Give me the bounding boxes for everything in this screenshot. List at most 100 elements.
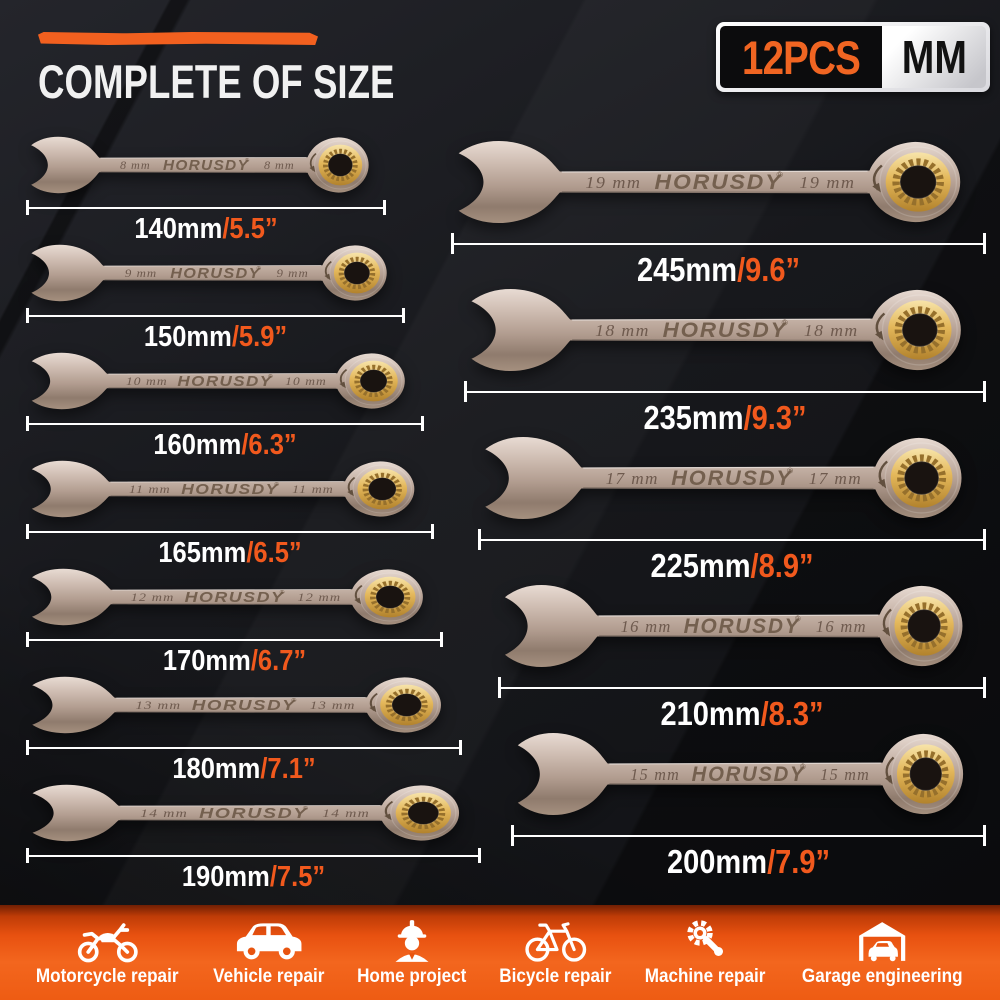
ratchet-wrench-image: 11 mm HORUSDY ® 11 mm bbox=[26, 456, 434, 522]
dimension-line bbox=[26, 524, 434, 539]
ratchet-wrench-image: 14 mm HORUSDY ® 14 mm bbox=[26, 780, 481, 846]
length-mm: 170mm bbox=[162, 645, 251, 677]
length-inches: /6.5” bbox=[246, 537, 302, 569]
wrench-brand-stamp: HORUSDY bbox=[181, 482, 279, 497]
wrench-brand-registered-mark: ® bbox=[245, 157, 250, 164]
dimension-line bbox=[478, 529, 986, 550]
wrench-size-stamp-left: 14 mm bbox=[140, 807, 188, 820]
dimension-label: 180mm/7.1” bbox=[52, 755, 436, 784]
length-inches: /8.9” bbox=[750, 547, 814, 584]
ratchet-wrench-image: 16 mm HORUSDY ® 16 mm bbox=[498, 578, 986, 674]
feature-machine-repair: Machine repair bbox=[638, 919, 772, 988]
wrench-brand-stamp: HORUSDY bbox=[177, 374, 272, 390]
length-inches: /6.3” bbox=[241, 429, 297, 461]
feature-home-project: Home project bbox=[351, 919, 472, 988]
length-mm: 180mm bbox=[172, 753, 261, 785]
piece-count-badge: 12PCS MM bbox=[716, 22, 990, 92]
wrench-size-stamp-right: 9 mm bbox=[277, 267, 309, 280]
length-inches: /9.3” bbox=[743, 399, 807, 436]
dimension-line bbox=[511, 825, 986, 846]
length-mm: 235mm bbox=[643, 399, 744, 436]
dimension-label: 140mm/5.5” bbox=[48, 215, 365, 244]
ratchet-wrench-image: 10 mm HORUSDY ® 10 mm bbox=[26, 348, 424, 414]
ratchet-wrench-image: 19 mm HORUSDY ® 19 mm bbox=[451, 134, 986, 230]
wrench-size-stamp-right: 10 mm bbox=[285, 375, 327, 388]
feature-label: Machine repair bbox=[645, 966, 766, 987]
wrench-row: 16 mm HORUSDY ® 16 mm 210mm/8.3” bbox=[498, 578, 986, 730]
wrench-size-stamp-right: 17 mm bbox=[809, 469, 862, 488]
wrench-brand-registered-mark: ® bbox=[257, 265, 262, 272]
length-inches: /9.6” bbox=[737, 251, 801, 288]
dimension-line bbox=[26, 200, 386, 215]
wrench-brand-registered-mark: ® bbox=[787, 467, 793, 476]
page-title: COMPLETE OF SIZE bbox=[38, 55, 395, 108]
wrench-row: 15 mm HORUSDY ® 15 mm 200mm/7.9” bbox=[511, 726, 986, 878]
feature-label: Home project bbox=[357, 966, 467, 987]
dimension-label: 210mm/8.3” bbox=[527, 697, 956, 730]
wrench-size-stamp-left: 10 mm bbox=[126, 375, 168, 388]
wrench-size-stamp-left: 13 mm bbox=[136, 699, 182, 712]
dimension-line bbox=[26, 308, 405, 323]
gear-wrench-icon bbox=[686, 920, 723, 956]
length-mm: 150mm bbox=[143, 321, 232, 353]
ratchet-wrench-image: 17 mm HORUSDY ® 17 mm bbox=[478, 430, 986, 526]
badge-count-cell: 12PCS bbox=[720, 26, 882, 88]
feature-garage-engineering: Garage engineering bbox=[793, 919, 971, 988]
ratchet-wrench-image: 18 mm HORUSDY ® 18 mm bbox=[464, 282, 986, 378]
worker-icon bbox=[395, 920, 429, 962]
length-mm: 160mm bbox=[153, 429, 242, 461]
length-mm: 210mm bbox=[660, 695, 761, 732]
wrench-brand-stamp: HORUSDY bbox=[663, 318, 789, 342]
feature-bicycle-repair: Bicycle repair bbox=[493, 919, 618, 988]
dimension-label: 245mm/9.6” bbox=[483, 253, 954, 286]
length-mm: 245mm bbox=[636, 251, 738, 288]
wrench-size-stamp-left: 15 mm bbox=[630, 765, 680, 784]
wrench-brand-registered-mark: ® bbox=[291, 698, 297, 704]
dimension-line bbox=[464, 381, 986, 402]
ratchet-wrench-image: 13 mm HORUSDY ® 13 mm bbox=[26, 672, 462, 738]
length-inches: /7.1” bbox=[260, 753, 316, 785]
dimension-line bbox=[26, 632, 443, 647]
wrench-size-stamp-left: 17 mm bbox=[606, 469, 659, 488]
wrench-column-right: 19 mm HORUSDY ® 19 mm 245mm/9.6” 18 mm H… bbox=[446, 134, 986, 878]
wrench-size-stamp-left: 9 mm bbox=[125, 267, 157, 280]
wrench-brand-stamp: HORUSDY bbox=[655, 170, 783, 194]
wrench-size-stamp-right: 14 mm bbox=[322, 807, 370, 820]
dimension-label: 235mm/9.3” bbox=[495, 401, 954, 434]
dimension-label: 160mm/6.3” bbox=[50, 431, 400, 460]
ratchet-wrench-image: 15 mm HORUSDY ® 15 mm bbox=[511, 726, 986, 822]
wrench-brand-registered-mark: ® bbox=[274, 482, 279, 488]
wrench-size-stamp-right: 12 mm bbox=[298, 591, 342, 603]
feature-label: Vehicle repair bbox=[213, 966, 325, 987]
length-inches: /8.3” bbox=[760, 695, 824, 732]
wrench-size-stamp-right: 13 mm bbox=[310, 699, 356, 712]
feature-label: Motorcycle repair bbox=[36, 966, 179, 987]
badge-count-label: 12PCS bbox=[741, 30, 861, 84]
wrench-brand-registered-mark: ® bbox=[280, 590, 286, 596]
wrench-row: 13 mm HORUSDY ® 13 mm 180mm/7.1” bbox=[26, 672, 462, 784]
feature-vehicle-repair: Vehicle repair bbox=[207, 919, 331, 988]
dimension-label: 165mm/6.5” bbox=[50, 539, 409, 568]
wrench-brand-registered-mark: ® bbox=[303, 805, 309, 812]
garage-icon bbox=[859, 922, 906, 962]
car-icon bbox=[236, 923, 302, 960]
motorcycle-icon bbox=[77, 923, 138, 963]
wrench-size-stamp-left: 18 mm bbox=[595, 322, 650, 340]
wrench-size-stamp-left: 12 mm bbox=[131, 591, 175, 603]
wrench-brand-registered-mark: ® bbox=[795, 615, 801, 624]
dimension-label: 170mm/6.7” bbox=[51, 647, 418, 676]
wrench-brand-stamp: HORUSDY bbox=[163, 157, 250, 173]
dimension-line bbox=[26, 416, 424, 431]
wrench-brand-registered-mark: ® bbox=[268, 373, 273, 379]
wrench-size-stamp-left: 11 mm bbox=[129, 483, 171, 496]
wrench-brand-stamp: HORUSDY bbox=[199, 804, 308, 821]
wrench-row: 12 mm HORUSDY ® 12 mm 170mm/6.7” bbox=[26, 564, 443, 676]
wrench-row: 8 mm HORUSDY ® 8 mm 140mm/5.5” bbox=[26, 132, 386, 244]
dimension-label: 150mm/5.9” bbox=[49, 323, 383, 352]
ratchet-wrench-image: 8 mm HORUSDY ® 8 mm bbox=[26, 132, 386, 198]
wrench-column-left: 8 mm HORUSDY ® 8 mm 140mm/5.5” 9 mm HORU… bbox=[26, 132, 486, 892]
wrench-brand-registered-mark: ® bbox=[776, 171, 782, 180]
wrench-row: 11 mm HORUSDY ® 11 mm 165mm/6.5” bbox=[26, 456, 434, 568]
length-mm: 225mm bbox=[650, 547, 751, 584]
